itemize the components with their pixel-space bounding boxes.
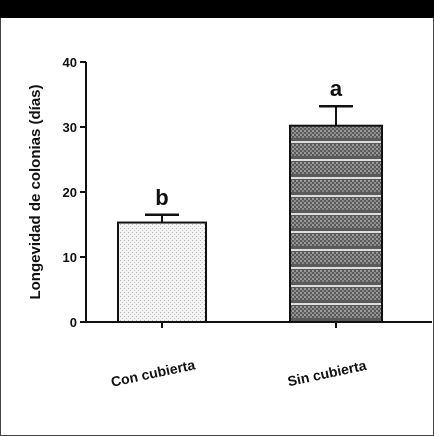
bars-group xyxy=(117,104,383,323)
bar xyxy=(117,221,207,323)
y-axis-label: Longevidad de colonias (días) xyxy=(27,84,44,299)
y-tick-label: 40 xyxy=(63,55,77,70)
bar xyxy=(289,124,383,323)
y-tick-label: 30 xyxy=(63,120,77,135)
y-tick-label: 0 xyxy=(70,315,77,330)
x-tick-label: Sin cubierta xyxy=(286,357,368,389)
y-tick-label: 10 xyxy=(63,250,77,265)
significance-letter: a xyxy=(330,76,343,101)
top-black-band xyxy=(0,0,434,18)
significance-letter: b xyxy=(155,185,168,210)
y-tick-label: 20 xyxy=(63,185,77,200)
x-tick-label: Con cubierta xyxy=(109,356,196,389)
